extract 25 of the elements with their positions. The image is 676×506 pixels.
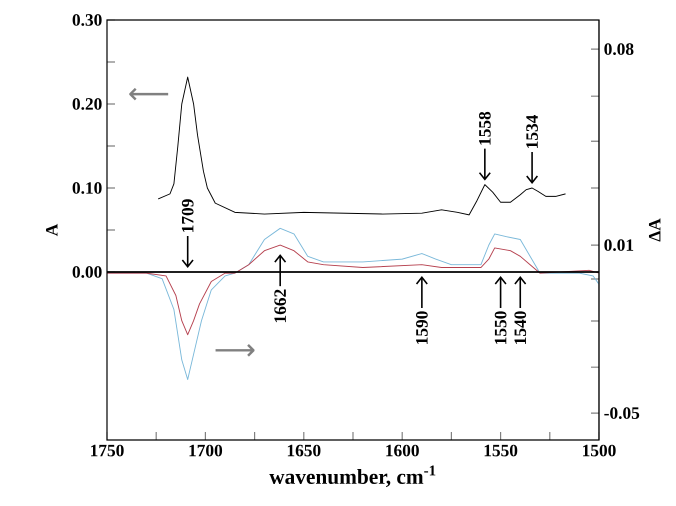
x-tick-label: 1550: [484, 444, 518, 456]
annotation: 1558: [479, 112, 491, 145]
y2-tick-label: -0.05: [604, 407, 640, 419]
annotation: 1662: [274, 290, 286, 322]
y2-tick-label: 0.01: [604, 239, 634, 252]
annotation: ⟶: [216, 344, 255, 357]
y-axis-title: A: [46, 224, 58, 236]
annotation: 1709: [182, 199, 194, 232]
annotation: 1590: [416, 311, 428, 344]
y-tick-label: 0.00: [72, 266, 102, 278]
x-tick-label: 1500: [583, 444, 616, 456]
x-tick-label: 1600: [386, 444, 419, 456]
annotation: 1550: [494, 311, 506, 344]
x-tick-label: 1750: [91, 444, 124, 456]
annotation: 1534: [526, 114, 538, 148]
x-tick-label: 1700: [189, 444, 222, 456]
y2-tick-label: 0.08: [604, 43, 634, 56]
y2-axis-title: ΔA: [648, 218, 660, 242]
y-tick-label: 0.20: [72, 98, 102, 110]
x-axis-title: wavenumber, cm$^{-1}$: [269, 466, 436, 488]
y-tick-label: 0.10: [72, 182, 102, 194]
annotation: 1540: [514, 311, 526, 344]
y-tick-label: 0.30: [72, 14, 102, 26]
annotation: ⟵: [129, 88, 168, 100]
x-tick-label: 1650: [288, 444, 320, 456]
